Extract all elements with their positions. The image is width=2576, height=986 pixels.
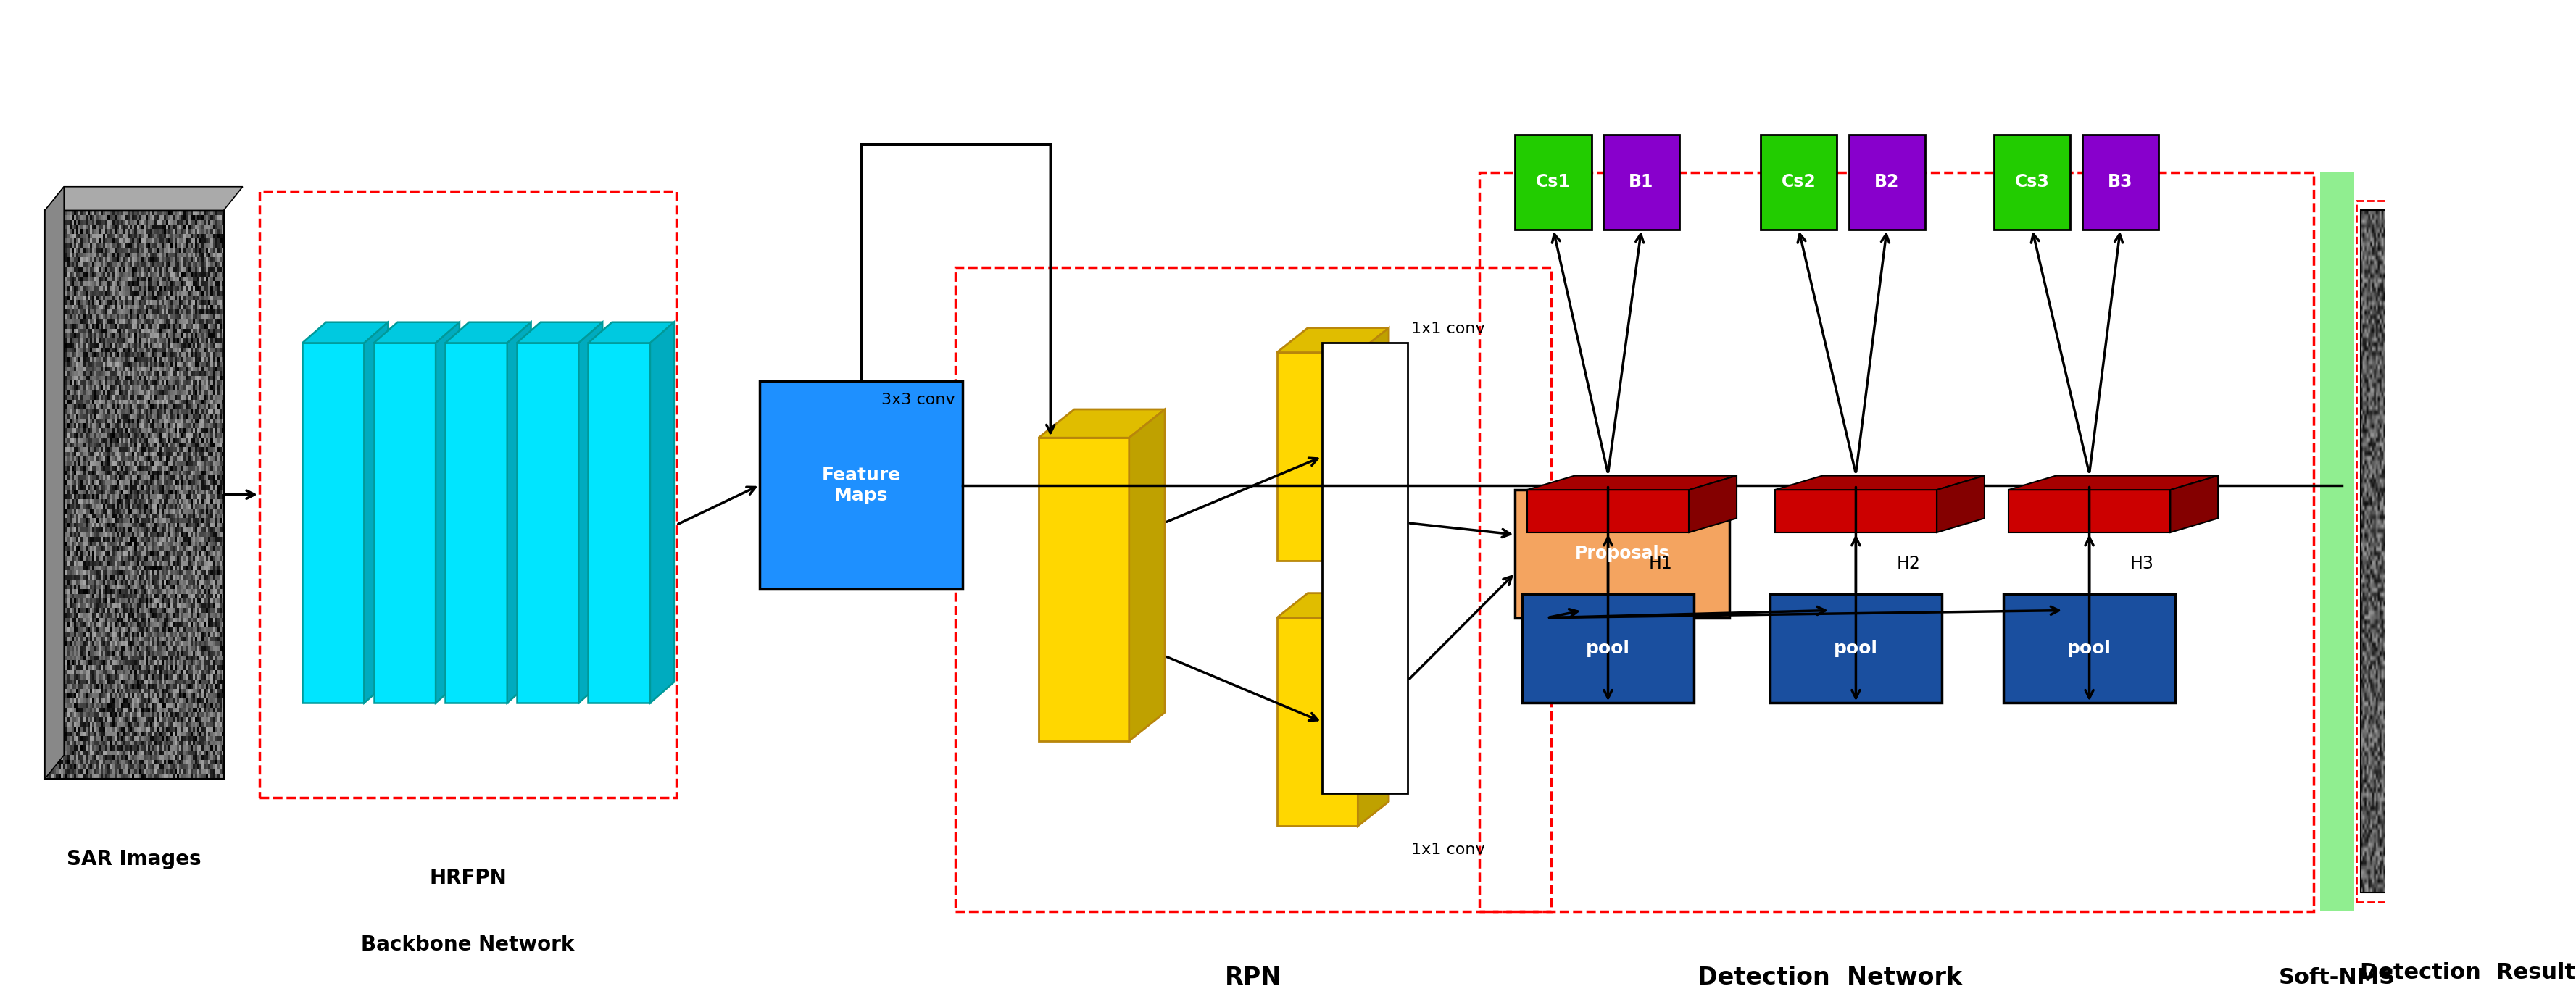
FancyBboxPatch shape: [1759, 135, 1837, 230]
Text: Proposals: Proposals: [1574, 545, 1669, 562]
Polygon shape: [587, 322, 675, 343]
Text: pool: pool: [1834, 640, 1878, 658]
Polygon shape: [435, 322, 459, 703]
Bar: [2362, 210, 2576, 892]
Bar: [2321, 173, 2354, 911]
Text: 1x1 conv: 1x1 conv: [1412, 843, 1486, 857]
Polygon shape: [1038, 409, 1164, 438]
FancyBboxPatch shape: [1522, 594, 1695, 703]
Polygon shape: [363, 322, 389, 703]
Text: B1: B1: [1628, 174, 1654, 190]
Polygon shape: [44, 186, 242, 210]
Polygon shape: [2009, 490, 2172, 532]
Text: Feature
Maps: Feature Maps: [822, 466, 902, 504]
Polygon shape: [301, 343, 363, 703]
Polygon shape: [518, 343, 580, 703]
Polygon shape: [580, 322, 603, 703]
Bar: [2486, 394, 2530, 551]
Bar: [1479, 173, 2313, 911]
Text: Backbone Network: Backbone Network: [361, 935, 574, 954]
Polygon shape: [1128, 409, 1164, 740]
Polygon shape: [1775, 475, 1984, 490]
Polygon shape: [1278, 352, 1358, 561]
Polygon shape: [44, 186, 64, 779]
Text: Cs3: Cs3: [2014, 174, 2050, 190]
Polygon shape: [1278, 328, 1388, 352]
FancyBboxPatch shape: [1602, 135, 1680, 230]
Text: H1: H1: [1649, 555, 1672, 573]
Polygon shape: [1937, 475, 1984, 532]
Text: HRFPN: HRFPN: [430, 868, 507, 888]
Bar: [2447, 551, 2512, 756]
Text: B2: B2: [1875, 174, 1899, 190]
FancyBboxPatch shape: [2081, 135, 2159, 230]
Polygon shape: [1528, 490, 1690, 532]
Text: H3: H3: [2130, 555, 2154, 573]
Polygon shape: [1278, 617, 1358, 826]
Text: Cs2: Cs2: [1783, 174, 1816, 190]
Bar: [260, 191, 677, 798]
Polygon shape: [374, 322, 459, 343]
FancyBboxPatch shape: [1994, 135, 2071, 230]
Bar: [1321, 343, 1409, 793]
Polygon shape: [518, 322, 603, 343]
Polygon shape: [587, 343, 649, 703]
Text: 1x1 conv: 1x1 conv: [1412, 321, 1486, 336]
Polygon shape: [2009, 475, 2218, 490]
FancyBboxPatch shape: [1770, 594, 1942, 703]
Text: B3: B3: [2107, 174, 2133, 190]
Polygon shape: [649, 322, 675, 703]
Text: pool: pool: [1587, 640, 1631, 658]
Polygon shape: [446, 343, 507, 703]
Polygon shape: [301, 322, 389, 343]
Text: Detection  Network: Detection Network: [1698, 965, 1963, 986]
FancyBboxPatch shape: [1850, 135, 1924, 230]
Polygon shape: [1775, 490, 1937, 532]
FancyBboxPatch shape: [1515, 490, 1728, 617]
FancyBboxPatch shape: [2004, 594, 2174, 703]
Bar: [956, 267, 1551, 911]
Polygon shape: [374, 343, 435, 703]
Polygon shape: [1358, 594, 1388, 826]
Polygon shape: [446, 322, 531, 343]
Text: 3x3 conv: 3x3 conv: [881, 392, 956, 407]
Text: RPN: RPN: [1224, 965, 1280, 986]
Polygon shape: [1278, 594, 1388, 617]
Text: H2: H2: [1896, 555, 1919, 573]
Polygon shape: [1038, 438, 1128, 740]
Polygon shape: [2172, 475, 2218, 532]
Text: SAR Images: SAR Images: [67, 849, 201, 870]
FancyBboxPatch shape: [1515, 135, 1592, 230]
FancyBboxPatch shape: [760, 381, 963, 590]
Polygon shape: [1690, 475, 1736, 532]
Bar: [2357, 201, 2576, 902]
Bar: [44, 210, 224, 779]
Polygon shape: [1528, 475, 1736, 490]
Text: Cs1: Cs1: [1535, 174, 1571, 190]
Polygon shape: [507, 322, 531, 703]
Text: Soft-NMS: Soft-NMS: [2280, 967, 2396, 986]
Text: Detection  Results: Detection Results: [2360, 962, 2576, 983]
Polygon shape: [1358, 328, 1388, 561]
Text: pool: pool: [2069, 640, 2112, 658]
